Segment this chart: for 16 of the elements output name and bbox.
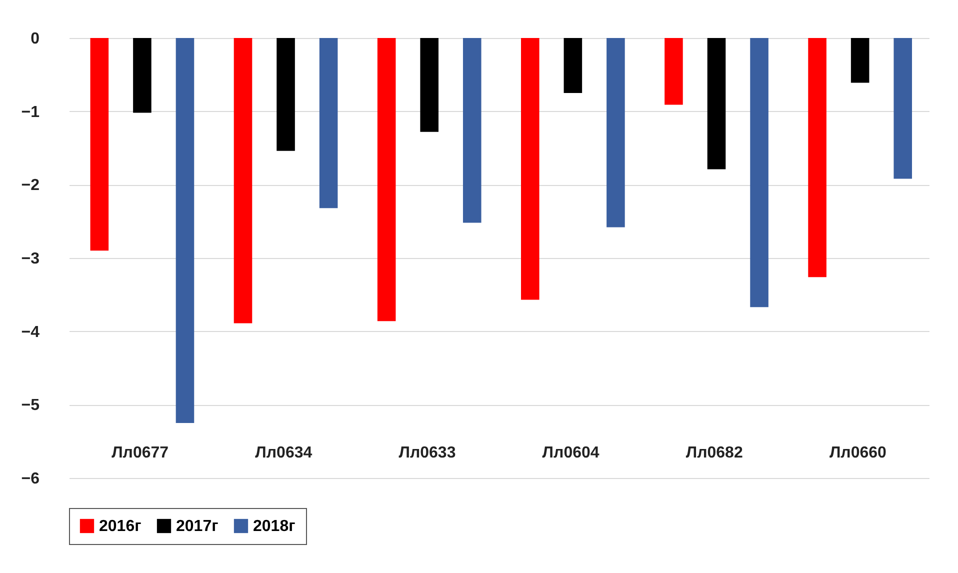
x-tick-label: Лл0682 — [686, 444, 743, 462]
legend-label: 2016г — [99, 518, 142, 535]
y-tick-label: −6 — [21, 470, 40, 488]
y-tick-label: −1 — [21, 104, 40, 121]
x-tick-label: Лл0677 — [112, 444, 169, 462]
legend-label: 2017г — [176, 518, 219, 535]
y-tick-label: 0 — [30, 30, 40, 48]
y-tick-label: −5 — [21, 397, 40, 414]
x-tick-label: Лл0660 — [829, 444, 887, 462]
y-tick-label: −3 — [21, 250, 40, 268]
y-tick-label: −4 — [21, 324, 40, 341]
legend-label: 2018г — [253, 518, 296, 535]
x-tick-label: Лл0633 — [398, 444, 456, 462]
x-tick-label: Лл0604 — [542, 444, 600, 462]
y-tick-label: −2 — [21, 177, 40, 194]
x-tick-label: Лл0634 — [255, 444, 312, 462]
